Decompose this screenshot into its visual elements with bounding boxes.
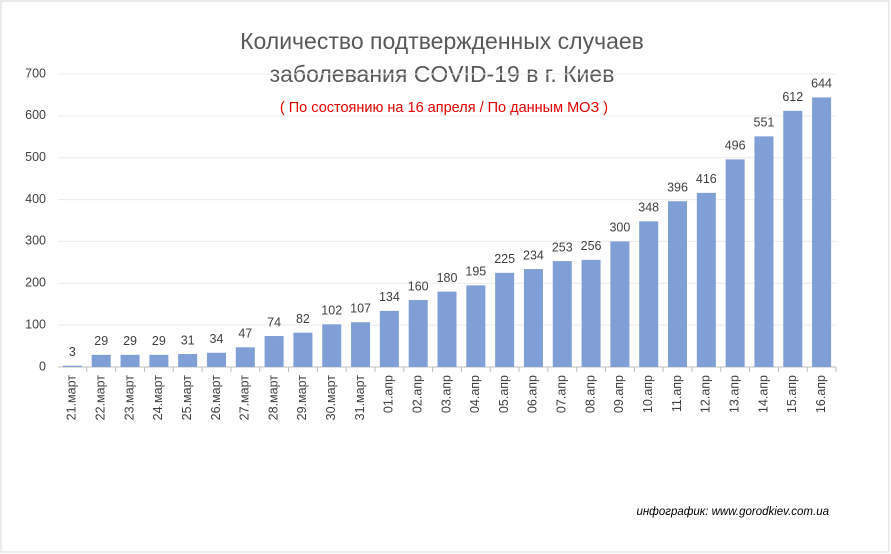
x-tick-label: 23.март [122, 375, 136, 421]
bar [351, 322, 371, 367]
bar [754, 136, 774, 367]
y-tick-label: 500 [25, 150, 46, 164]
data-label: 107 [350, 302, 371, 316]
x-tick-label: 24.март [151, 375, 165, 421]
bar [379, 310, 399, 367]
data-label: 34 [210, 332, 224, 346]
data-label: 195 [465, 265, 486, 279]
x-tick-label: 08.апр [583, 375, 597, 413]
x-tick-label: 02.апр [410, 375, 424, 413]
bar [523, 269, 543, 367]
data-label: 348 [638, 201, 659, 215]
bar [725, 159, 745, 367]
x-tick-label: 21.март [65, 375, 79, 421]
data-label: 160 [408, 279, 429, 293]
data-label: 134 [379, 290, 400, 304]
x-tick-label: 06.апр [526, 375, 540, 413]
x-tick-label: 27.март [238, 375, 252, 421]
data-label: 253 [552, 240, 573, 254]
bar [408, 300, 428, 367]
data-label: 102 [321, 304, 342, 318]
x-tick-label: 31.март [353, 375, 367, 421]
bar [235, 347, 255, 367]
data-label: 29 [123, 334, 137, 348]
y-tick-label: 400 [25, 192, 46, 206]
x-tick-label: 15.апр [785, 375, 799, 413]
data-label: 82 [296, 312, 310, 326]
data-label: 551 [754, 116, 775, 130]
data-label: 29 [94, 334, 108, 348]
bar [178, 354, 198, 367]
x-tick-label: 09.апр [612, 375, 626, 413]
x-tick-label: 14.апр [756, 375, 770, 413]
data-label: 300 [609, 221, 630, 235]
source-note: инфографик: www.gorodkiev.com.ua [636, 506, 829, 518]
data-label: 3 [69, 345, 76, 359]
bar [668, 201, 688, 367]
x-tick-label: 11.апр [670, 375, 684, 412]
data-label: 31 [181, 333, 195, 347]
data-label: 47 [238, 327, 252, 341]
y-tick-label: 600 [25, 108, 46, 122]
bar [437, 291, 457, 367]
bar [293, 332, 313, 367]
x-tick-label: 26.март [209, 375, 223, 421]
data-label: 396 [667, 181, 688, 195]
data-label: 612 [782, 90, 803, 104]
x-tick-label: 07.апр [555, 375, 569, 413]
bar [62, 365, 82, 367]
bar [149, 354, 169, 367]
y-tick-label: 700 [25, 66, 46, 80]
y-tick-label: 300 [25, 234, 46, 248]
bar [783, 110, 803, 367]
y-tick-label: 100 [25, 317, 46, 331]
chart-title: Количество подтвержденных случаев [240, 28, 644, 54]
x-tick-label: 05.апр [497, 375, 511, 413]
data-label: 644 [811, 77, 832, 91]
x-tick-label: 12.апр [699, 375, 713, 413]
x-tick-label: 04.апр [468, 375, 482, 413]
bar [495, 272, 515, 367]
data-label: 496 [725, 139, 746, 153]
x-tick-label: 10.апр [641, 375, 655, 413]
data-label: 256 [581, 239, 602, 253]
bar [264, 336, 284, 367]
data-label: 180 [437, 271, 458, 285]
data-label: 74 [267, 315, 281, 329]
x-tick-label: 13.апр [727, 375, 741, 413]
x-tick-label: 03.апр [439, 375, 453, 413]
data-label: 234 [523, 248, 544, 262]
x-tick-label: 01.апр [382, 375, 396, 413]
bar [581, 259, 601, 367]
chart-subtitle: ( По состоянию на 16 апреля / По данным … [280, 100, 608, 116]
bar [812, 97, 832, 367]
y-tick-label: 0 [39, 359, 46, 373]
x-tick-label: 25.март [180, 375, 194, 421]
data-label: 29 [152, 334, 166, 348]
x-tick-label: 28.март [266, 375, 280, 421]
bar [120, 354, 140, 367]
bar [696, 192, 716, 367]
bar [639, 221, 659, 367]
bar [322, 324, 342, 367]
x-tick-label: 29.март [295, 375, 309, 421]
x-tick-label: 22.март [94, 375, 108, 421]
x-tick-label: 30.март [324, 375, 338, 421]
bar [552, 261, 572, 367]
data-label: 416 [696, 172, 717, 186]
bar [91, 354, 111, 367]
bar [610, 241, 630, 367]
data-label: 225 [494, 252, 515, 266]
bar [206, 352, 226, 367]
bar [466, 285, 486, 367]
y-tick-label: 200 [25, 276, 46, 290]
x-tick-label: 16.апр [814, 375, 828, 413]
